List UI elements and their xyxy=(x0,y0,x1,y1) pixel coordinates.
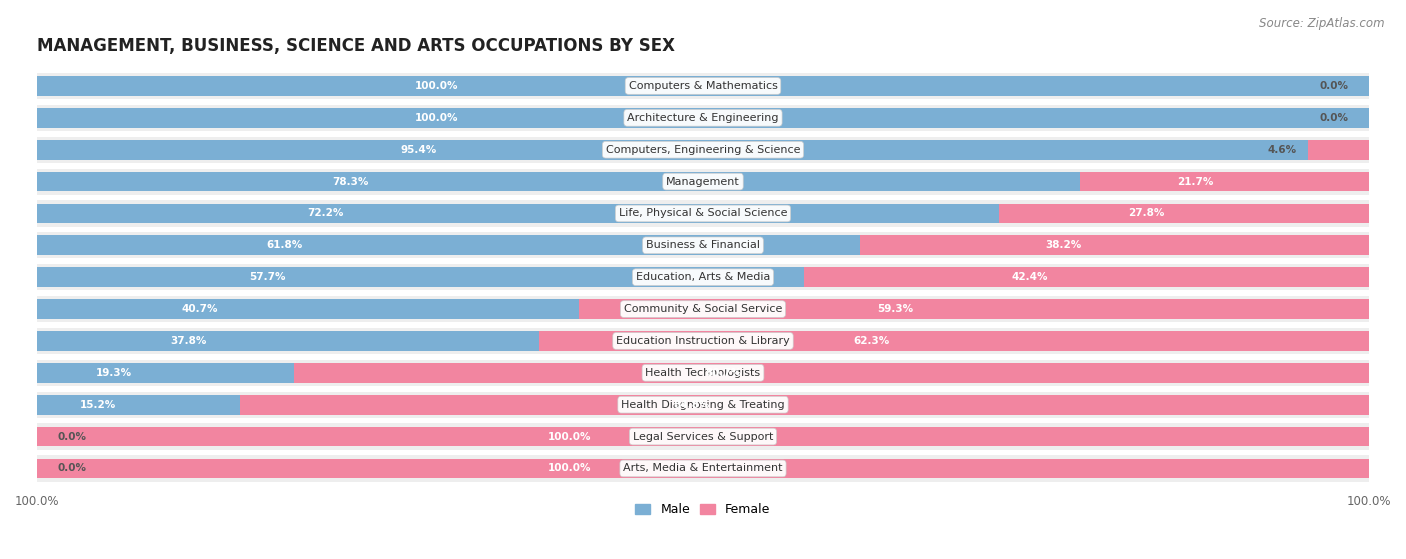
Text: 37.8%: 37.8% xyxy=(170,336,207,346)
Bar xyxy=(860,235,1369,255)
Bar xyxy=(1308,140,1369,159)
Text: Source: ZipAtlas.com: Source: ZipAtlas.com xyxy=(1260,17,1385,30)
Bar xyxy=(37,456,1369,481)
Bar xyxy=(540,331,1369,351)
Bar xyxy=(37,136,1369,163)
Bar xyxy=(294,363,1369,383)
Text: 27.8%: 27.8% xyxy=(1129,209,1164,219)
Bar xyxy=(37,235,860,255)
Text: 38.2%: 38.2% xyxy=(1046,240,1081,250)
Text: 62.3%: 62.3% xyxy=(853,336,889,346)
Text: 40.7%: 40.7% xyxy=(181,304,218,314)
Text: 57.7%: 57.7% xyxy=(249,272,285,282)
Bar xyxy=(37,363,294,383)
Text: 100.0%: 100.0% xyxy=(415,113,458,123)
Text: MANAGEMENT, BUSINESS, SCIENCE AND ARTS OCCUPATIONS BY SEX: MANAGEMENT, BUSINESS, SCIENCE AND ARTS O… xyxy=(37,37,675,55)
Bar xyxy=(239,395,1369,415)
Text: 0.0%: 0.0% xyxy=(1320,81,1348,91)
Text: 0.0%: 0.0% xyxy=(1320,113,1348,123)
Text: 100.0%: 100.0% xyxy=(415,81,458,91)
Bar xyxy=(804,267,1369,287)
Text: 15.2%: 15.2% xyxy=(80,400,117,410)
Bar xyxy=(37,299,579,319)
Text: 21.7%: 21.7% xyxy=(1177,177,1213,187)
Text: 78.3%: 78.3% xyxy=(332,177,368,187)
Text: 4.6%: 4.6% xyxy=(1268,145,1296,155)
Bar xyxy=(37,172,1080,192)
Text: 61.8%: 61.8% xyxy=(266,240,302,250)
Text: 100.0%: 100.0% xyxy=(548,463,592,473)
Text: 72.2%: 72.2% xyxy=(308,209,344,219)
Text: Health Diagnosing & Treating: Health Diagnosing & Treating xyxy=(621,400,785,410)
Bar xyxy=(37,427,1369,447)
Bar xyxy=(37,458,1369,479)
Bar xyxy=(37,140,1308,159)
Bar xyxy=(37,267,806,287)
Text: 0.0%: 0.0% xyxy=(58,463,86,473)
Text: 42.4%: 42.4% xyxy=(1012,272,1049,282)
Bar xyxy=(37,296,1369,322)
Bar xyxy=(37,328,1369,354)
Bar xyxy=(1080,172,1369,192)
Text: Education Instruction & Library: Education Instruction & Library xyxy=(616,336,790,346)
Bar xyxy=(37,392,1369,418)
Bar xyxy=(579,299,1369,319)
Text: Computers, Engineering & Science: Computers, Engineering & Science xyxy=(606,145,800,155)
Bar xyxy=(37,331,540,351)
Text: 19.3%: 19.3% xyxy=(96,368,132,378)
Text: 0.0%: 0.0% xyxy=(58,432,86,442)
Text: Community & Social Service: Community & Social Service xyxy=(624,304,782,314)
Bar xyxy=(37,105,1369,131)
Text: Legal Services & Support: Legal Services & Support xyxy=(633,432,773,442)
Text: 100.0%: 100.0% xyxy=(548,432,592,442)
Text: Architecture & Engineering: Architecture & Engineering xyxy=(627,113,779,123)
Bar xyxy=(37,264,1369,290)
Bar xyxy=(37,424,1369,449)
Bar xyxy=(37,360,1369,386)
Bar xyxy=(37,232,1369,258)
Text: Health Technologists: Health Technologists xyxy=(645,368,761,378)
Bar xyxy=(37,76,1369,96)
Text: Arts, Media & Entertainment: Arts, Media & Entertainment xyxy=(623,463,783,473)
Bar xyxy=(37,395,239,415)
Text: Life, Physical & Social Science: Life, Physical & Social Science xyxy=(619,209,787,219)
Text: Business & Financial: Business & Financial xyxy=(645,240,761,250)
Bar xyxy=(37,203,998,224)
Text: 95.4%: 95.4% xyxy=(401,145,436,155)
Bar xyxy=(37,168,1369,195)
Text: 80.7%: 80.7% xyxy=(706,368,742,378)
Text: 84.8%: 84.8% xyxy=(673,400,710,410)
Bar xyxy=(998,203,1369,224)
Bar xyxy=(37,73,1369,99)
Text: Management: Management xyxy=(666,177,740,187)
Text: Education, Arts & Media: Education, Arts & Media xyxy=(636,272,770,282)
Text: 59.3%: 59.3% xyxy=(877,304,912,314)
Bar xyxy=(37,200,1369,226)
Text: Computers & Mathematics: Computers & Mathematics xyxy=(628,81,778,91)
Legend: Male, Female: Male, Female xyxy=(630,498,776,521)
Bar xyxy=(37,108,1369,127)
